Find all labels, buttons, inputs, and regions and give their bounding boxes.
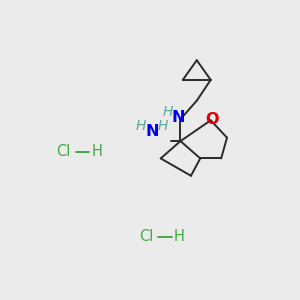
Text: H: H <box>158 119 168 133</box>
Text: N: N <box>171 110 185 125</box>
Text: N: N <box>145 124 159 140</box>
Text: H: H <box>136 119 146 133</box>
Text: Cl: Cl <box>57 144 71 159</box>
Text: H: H <box>163 105 173 119</box>
Text: H: H <box>91 144 102 159</box>
Text: H: H <box>174 230 185 244</box>
Text: O: O <box>205 112 219 127</box>
Text: Cl: Cl <box>139 230 154 244</box>
